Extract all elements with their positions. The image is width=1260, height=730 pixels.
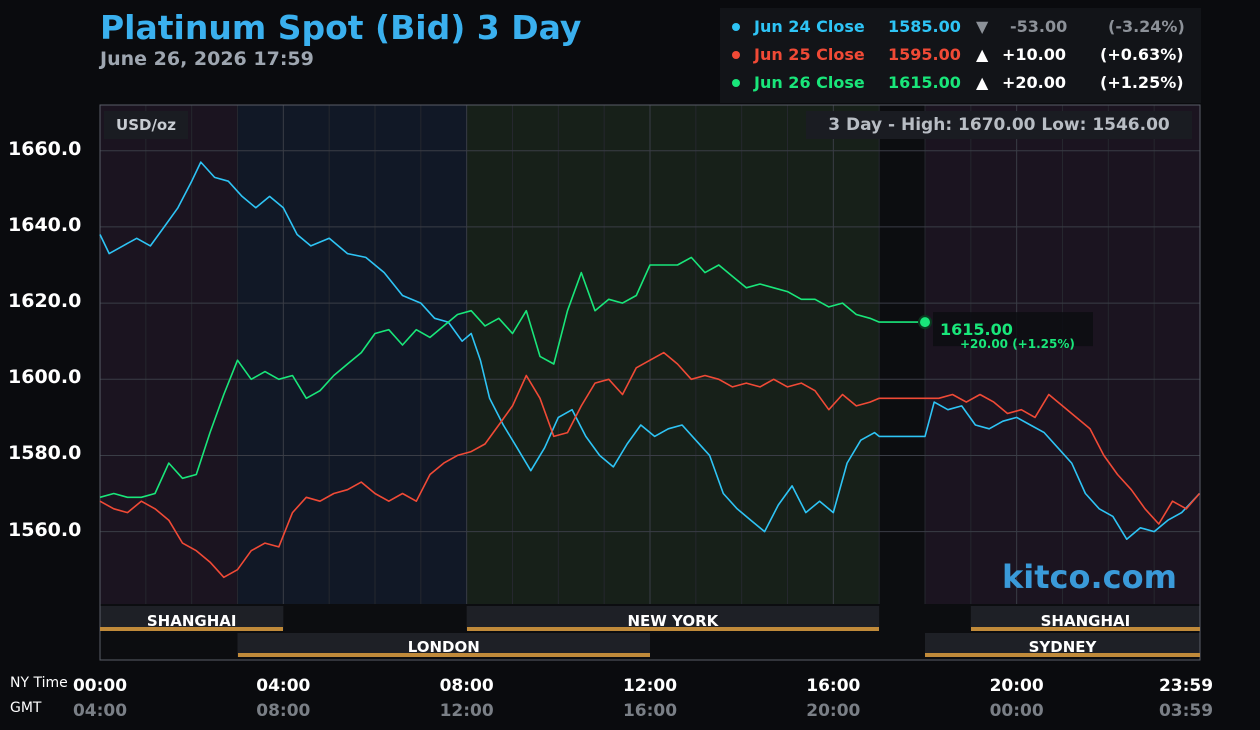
session-top-bg [970, 606, 1200, 630]
legend: Jun 24 Close 1585.00 ▼ -53.00 (-3.24%) J… [720, 8, 1201, 103]
x-tick-label-ny: 00:00 [72, 676, 128, 696]
session-shade [237, 105, 467, 604]
x-tick-label-ny: 23:59 [1158, 676, 1214, 696]
x-tick-label-ny: 20:00 [989, 676, 1044, 696]
y-tick-label: 1640.0 [8, 213, 82, 236]
legend-change: +20.00 [1002, 73, 1067, 92]
unit-label: USD/oz [104, 111, 188, 139]
chart-title: Platinum Spot (Bid) 3 Day [100, 8, 582, 47]
last-price-label: 1615.00 [940, 320, 1013, 339]
x-tick-label-gmt: 00:00 [989, 701, 1044, 721]
x-tick-label-gmt: 12:00 [439, 701, 494, 721]
x-tick-label-ny: 08:00 [439, 676, 494, 696]
session-label: NEW YORK [627, 612, 719, 630]
legend-dot-jun26 [732, 79, 740, 87]
session-bar [970, 627, 1200, 631]
legend-arrow: ▲ [976, 73, 989, 92]
legend-price: 1615.00 [888, 73, 961, 92]
kitco-watermark: kitco.com [1002, 558, 1177, 596]
session-bar [100, 627, 284, 631]
session-shade [466, 105, 880, 604]
chart-timestamp: June 26, 2026 17:59 [100, 48, 314, 70]
x-tick-label-ny: 04:00 [256, 676, 311, 696]
legend-row-jun26: Jun 26 Close 1615.00 ▲ +20.00 (+1.25%) [720, 70, 1201, 96]
x-tick-label-gmt: 04:00 [72, 701, 128, 721]
session-label: SYDNEY [1028, 638, 1097, 656]
x-tick-label-gmt: 03:59 [1158, 701, 1214, 721]
y-tick-label: 1560.0 [8, 518, 82, 541]
legend-row-jun24: Jun 24 Close 1585.00 ▼ -53.00 (-3.24%) [720, 14, 1201, 40]
y-tick-label: 1580.0 [8, 442, 82, 465]
legend-dot-jun25 [732, 51, 740, 59]
session-label: SHANGHAI [146, 612, 237, 630]
high-low-label: 3 Day - High: 1670.00 Low: 1546.00 [806, 111, 1192, 139]
session-shade [100, 105, 238, 604]
session-top-bg [100, 606, 284, 630]
legend-label: Jun 24 Close [754, 17, 865, 36]
gmt-label: GMT [10, 700, 42, 716]
y-tick-label: 1660.0 [8, 137, 82, 160]
session-bar [925, 653, 1200, 657]
legend-pct: (+1.25%) [1100, 73, 1184, 92]
last-change-label: +20.00 (+1.25%) [960, 337, 1075, 351]
plot-border [99, 104, 1201, 661]
legend-change: +10.00 [1002, 45, 1067, 64]
last-price-marker [918, 315, 932, 330]
legend-pct: (-3.24%) [1108, 17, 1185, 36]
legend-dot-jun24 [732, 23, 740, 31]
x-tick-label-ny: 16:00 [806, 676, 861, 696]
legend-price: 1595.00 [888, 45, 961, 64]
legend-label: Jun 25 Close [754, 45, 865, 64]
x-tick-label-gmt: 16:00 [622, 701, 678, 721]
series-line-jun26 [99, 256, 925, 499]
session-bar [466, 627, 880, 631]
legend-arrow: ▲ [976, 45, 989, 64]
legend-price: 1585.00 [888, 17, 961, 36]
legend-row-jun25: Jun 25 Close 1595.00 ▲ +10.00 (+0.63%) [720, 42, 1201, 68]
y-tick-label: 1620.0 [8, 290, 82, 313]
y-tick-label: 1600.0 [8, 366, 82, 389]
session-top-bg [466, 606, 880, 630]
legend-pct: (+0.63%) [1100, 45, 1184, 64]
last-price-box [933, 312, 1093, 347]
legend-label: Jun 26 Close [754, 73, 865, 92]
session-label: SHANGHAI [1040, 612, 1131, 630]
series-line-jun24 [99, 161, 1201, 541]
series-line-jun25 [99, 351, 1201, 579]
legend-change: -53.00 [1010, 17, 1068, 36]
session-shade [879, 105, 925, 604]
ny-time-label: NY Time [10, 675, 68, 691]
legend-arrow: ▼ [976, 17, 989, 36]
x-tick-label-gmt: 08:00 [256, 701, 311, 721]
session-label: LONDON [407, 638, 480, 656]
x-tick-label-gmt: 20:00 [806, 701, 861, 721]
session-bar [237, 653, 650, 657]
x-tick-label-ny: 12:00 [622, 676, 678, 696]
